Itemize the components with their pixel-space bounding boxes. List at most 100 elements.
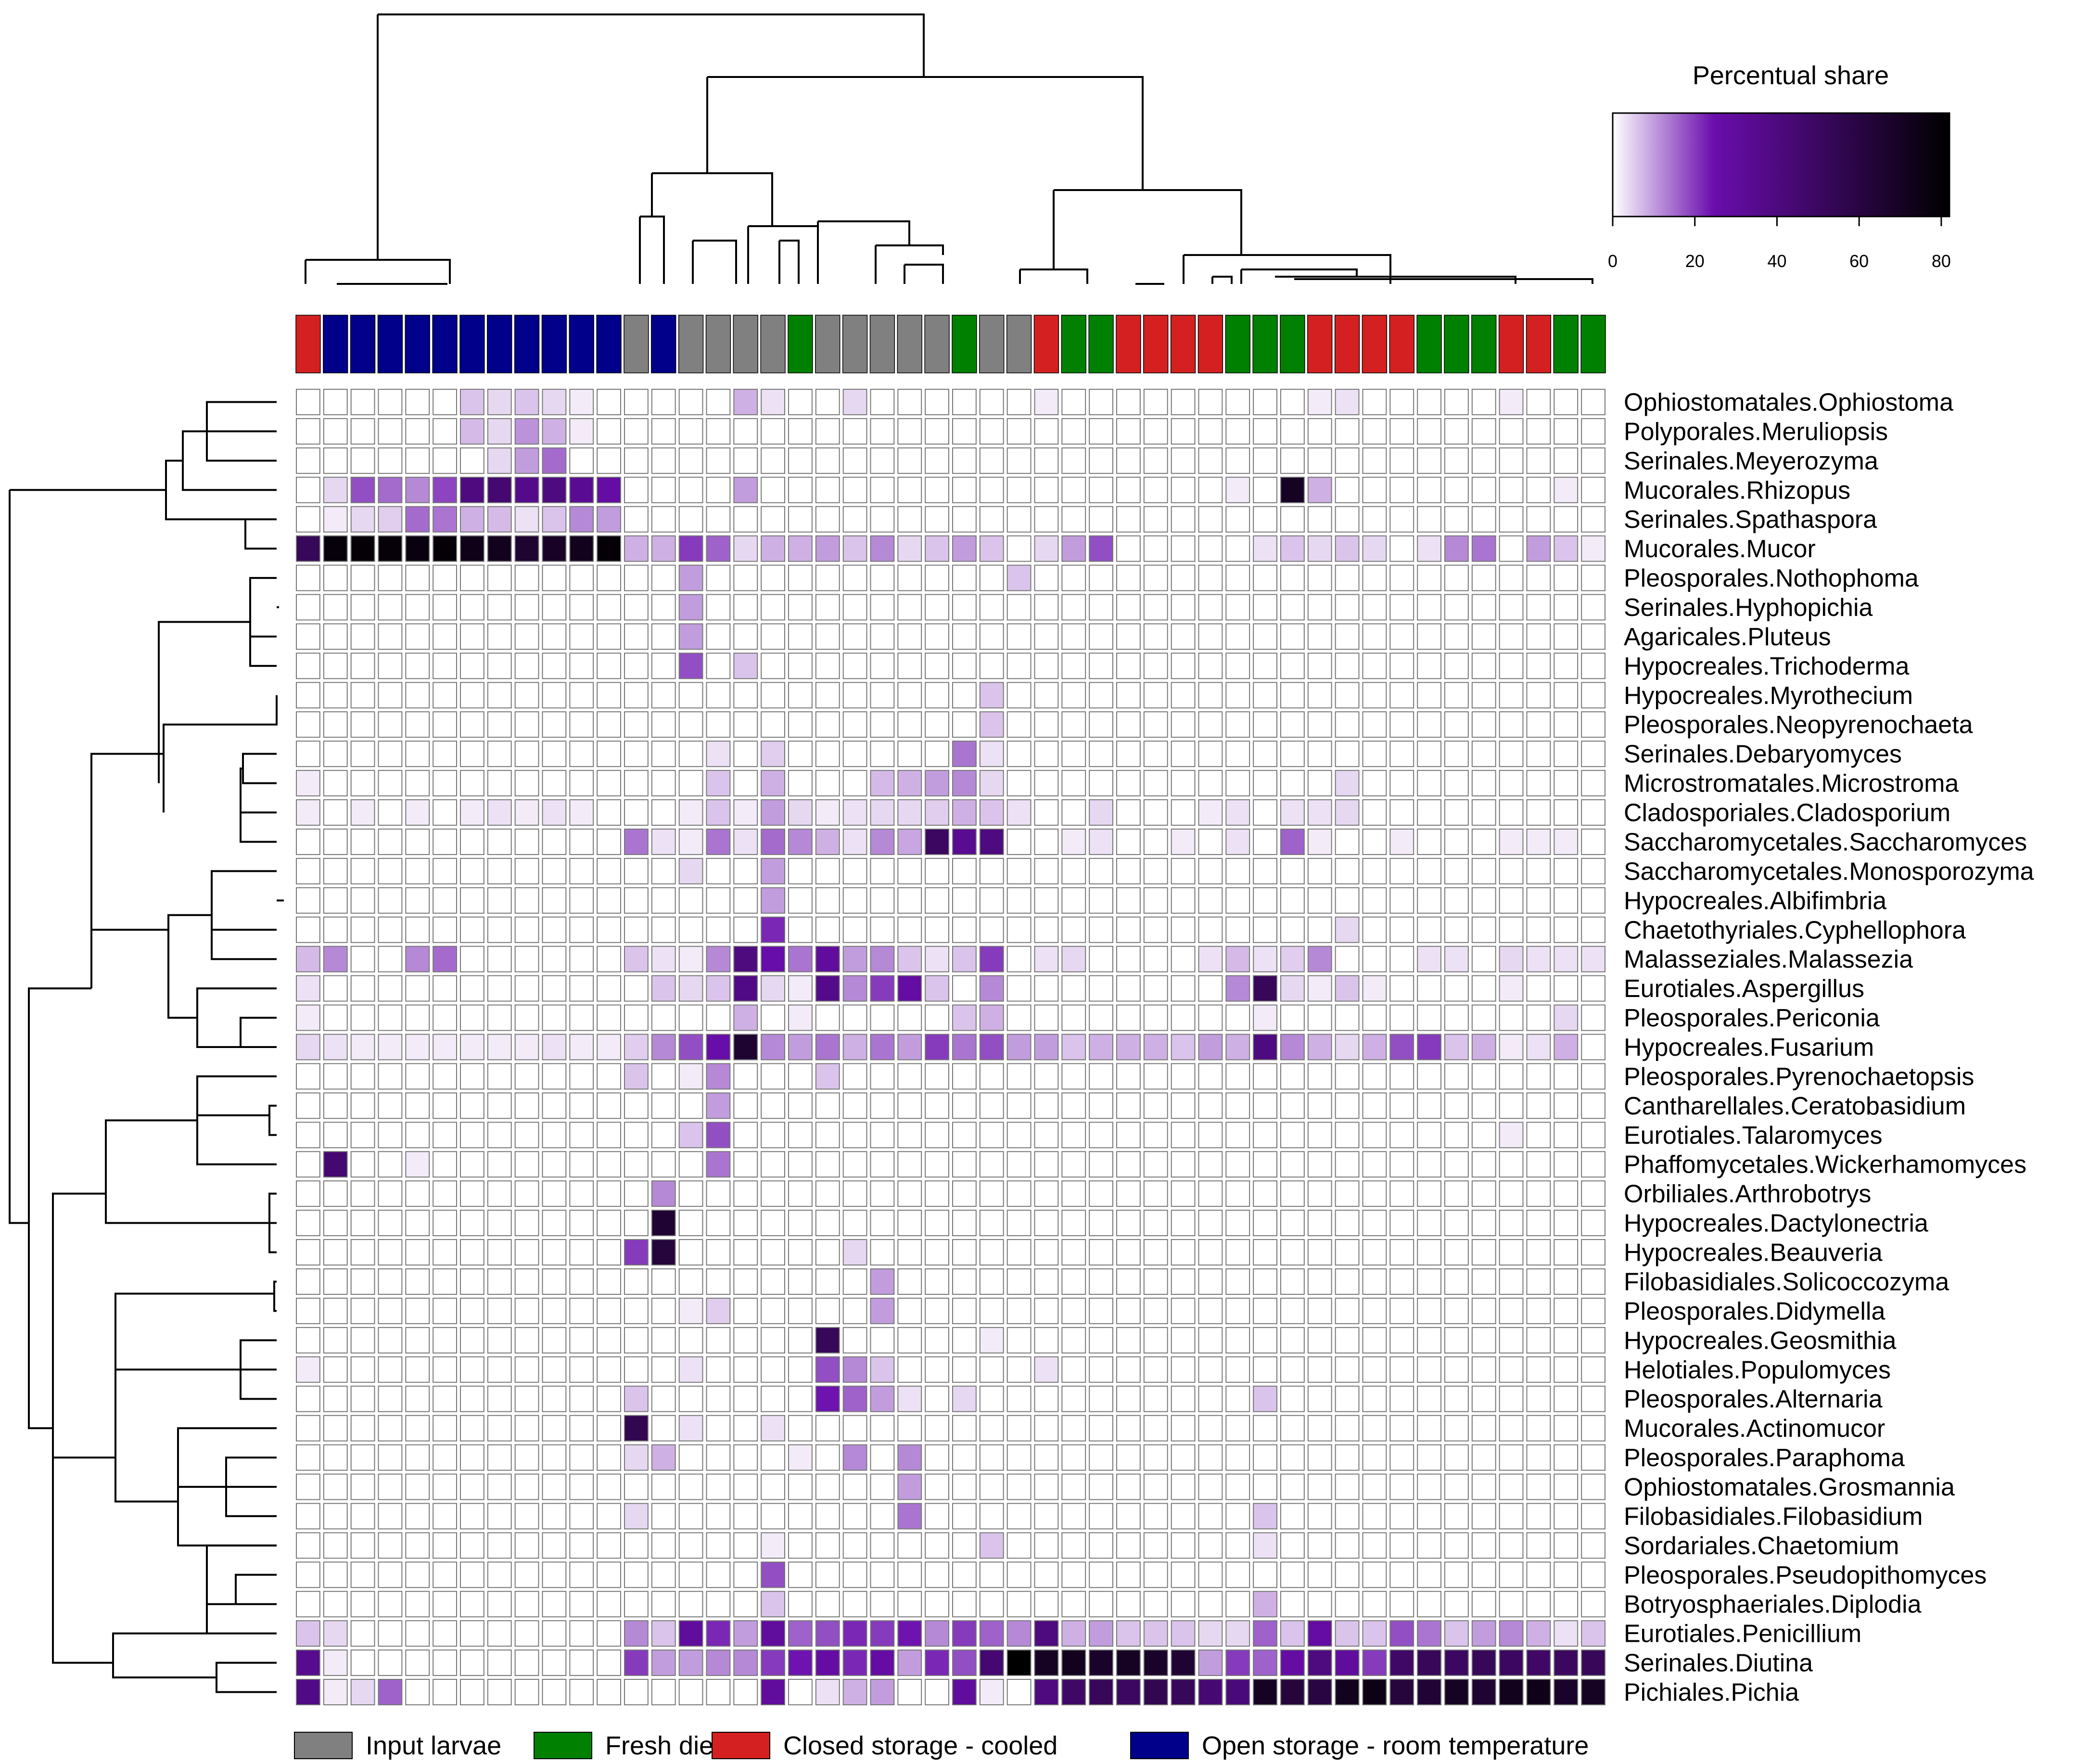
heatmap-cell [1417,916,1442,943]
row-label: Eurotiales.Aspergillus [1624,975,1864,1003]
heatmap-cell [1499,1444,1524,1471]
heatmap-cell [296,1327,320,1354]
heatmap-cell [624,535,649,562]
heatmap-cell [569,1356,594,1383]
heatmap-cell [1171,1620,1196,1647]
heatmap-cell [1335,1034,1360,1061]
heatmap-cell [1143,1063,1168,1090]
heatmap-cell [1554,975,1579,1002]
heatmap-cell [678,389,703,415]
heatmap-cell [1581,594,1606,621]
heatmap-cell [706,1415,731,1442]
heatmap-cell [569,975,594,1002]
heatmap-cell [1554,1180,1579,1207]
heatmap-cell [1335,564,1360,591]
heatmap-cell [1581,1004,1606,1031]
heatmap-cell [597,829,621,855]
heatmap-cell [350,975,375,1002]
heatmap-cell [1471,1473,1496,1500]
heatmap-cell [897,623,922,650]
heatmap-cell [1581,916,1606,943]
heatmap-cell [514,623,539,650]
heatmap-cell [1307,1679,1332,1705]
row-label: Microstromatales.Microstroma [1624,770,1959,798]
heatmap-cell [1171,418,1196,445]
heatmap-cell [296,594,320,621]
heatmap-cell [378,1180,403,1207]
heatmap-cell [1417,829,1442,855]
heatmap-cell [1389,1620,1414,1647]
heatmap-cell [1554,1649,1579,1676]
heatmap-cell [378,1473,403,1500]
heatmap-cell [1471,564,1496,591]
heatmap-cell [487,1679,512,1705]
heatmap-cell [1143,1004,1168,1031]
heatmap-cell [1225,741,1250,767]
heatmap-cell [897,682,922,709]
heatmap-cell [487,1503,512,1530]
heatmap-cell [296,829,320,855]
heatmap-cell [1143,594,1168,621]
heatmap-cell [952,1503,977,1530]
heatmap-cell [296,447,320,474]
group-cell [1197,315,1223,373]
heatmap-cell [1006,682,1032,709]
heatmap-cell [378,1268,403,1295]
heatmap-cell [842,682,867,709]
heatmap-cell [378,682,403,709]
heatmap-cell [733,476,758,503]
heatmap-cell [1089,1239,1114,1265]
heatmap-cell [1034,1356,1059,1383]
heatmap-cell [296,1063,320,1090]
heatmap-cell [1171,1591,1196,1618]
heatmap-cell [433,916,458,943]
heatmap-cell [1198,829,1223,855]
heatmap-cell [433,1415,458,1442]
heatmap-cell [1526,1151,1551,1178]
heatmap-cell [1006,946,1032,972]
heatmap-cell [706,829,731,855]
heatmap-cell [1389,975,1414,1002]
heatmap-cell [1362,887,1387,914]
heatmap-cell [706,1679,731,1705]
heatmap-cell [733,1210,758,1237]
heatmap-cell [761,535,785,562]
heatmap-cell [1417,1473,1442,1500]
heatmap-cell [1225,535,1250,562]
heatmap-cell [378,1151,403,1178]
heatmap-cell [761,1473,785,1500]
heatmap-cell [1280,887,1305,914]
heatmap-cell [542,711,567,738]
heatmap-cell [925,1620,949,1647]
heatmap-cell [925,1473,949,1500]
heatmap-cell [1171,887,1196,914]
heatmap-cell [1362,564,1387,591]
heatmap-cell [1581,711,1606,738]
heatmap-cell [1499,1092,1524,1119]
heatmap-cell [733,1122,758,1149]
heatmap-cell [952,741,977,767]
heatmap-cell [1198,1649,1223,1676]
heatmap-cell [678,1239,703,1265]
heatmap-cell [1034,916,1059,943]
heatmap-cell [542,1532,567,1559]
heatmap-cell [952,1444,977,1471]
heatmap-cell [678,594,703,621]
heatmap-cell [1034,682,1059,709]
heatmap-cell [1006,1385,1032,1412]
heatmap-cell [1335,1092,1360,1119]
heatmap-cell [733,564,758,591]
heatmap-cell [815,1063,840,1090]
heatmap-cell [897,1063,922,1090]
heatmap-cell [1253,418,1278,445]
heatmap-cell [1171,1122,1196,1149]
heatmap-cell [1089,1092,1114,1119]
heatmap-cell [788,476,813,503]
heatmap-cell [597,1268,621,1295]
heatmap-cell [1116,1356,1141,1383]
heatmap-cell [1444,1092,1469,1119]
heatmap-cell [897,857,922,884]
heatmap-cell [1499,623,1524,650]
heatmap-cell [542,975,567,1002]
heatmap-cell [925,506,949,533]
